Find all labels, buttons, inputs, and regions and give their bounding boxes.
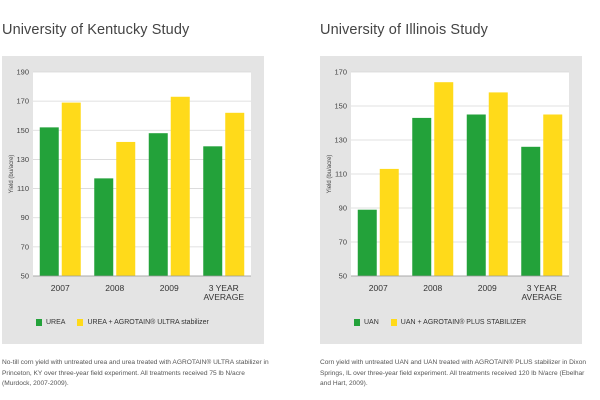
- x-tick-label: 2008: [423, 283, 442, 293]
- legend-label-uan: UAN: [364, 319, 379, 326]
- bar-untreated-0: [357, 209, 377, 276]
- bar-treated-1: [434, 82, 454, 276]
- y-tick-label: 110: [335, 170, 347, 179]
- legend-label-uan-agrotain: UAN + AGROTAIN® PLUS STABILIZER: [400, 319, 527, 326]
- legend-label-urea-agrotain: UREA + AGROTAIN® ULTRA stabilizer: [87, 319, 209, 326]
- x-tick-label: 2007: [51, 283, 70, 293]
- bar-untreated-1: [94, 178, 114, 276]
- y-tick-label: 150: [16, 126, 29, 135]
- illinois-legend: UAN UAN + AGROTAIN® PLUS STABILIZER: [354, 319, 538, 326]
- illinois-study-title: University of Illinois Study: [320, 22, 488, 38]
- bar-treated-3: [225, 112, 245, 276]
- x-tick-label: 2009: [478, 283, 497, 293]
- y-tick-label: 90: [21, 213, 29, 222]
- y-tick-label: 170: [16, 97, 29, 106]
- y-tick-label: 90: [339, 204, 347, 213]
- bar-untreated-2: [466, 114, 486, 276]
- y-tick-label: 170: [334, 68, 347, 77]
- y-tick-label: 50: [21, 272, 29, 281]
- kentucky-legend: UREA UREA + AGROTAIN® ULTRA stabilizer: [36, 319, 221, 326]
- legend-swatch-uan-agrotain: [390, 319, 397, 326]
- legend-label-urea: UREA: [46, 319, 66, 326]
- legend-swatch-urea: [36, 319, 42, 326]
- kentucky-chart-panel: 50 70 90 110 130 150 170 190 Yield (bu/acre) 2007…: [2, 56, 264, 344]
- legend-swatch-urea-agrotain: [77, 319, 84, 326]
- bar-untreated-3: [203, 146, 223, 276]
- bar-treated-2: [488, 92, 508, 277]
- y-tick-label: 130: [334, 136, 347, 145]
- y-tick-label: 110: [17, 184, 29, 193]
- y-axis-label: Yield (bu/acre): [9, 155, 15, 194]
- y-tick-label: 190: [16, 68, 29, 77]
- bar-treated-2: [170, 96, 190, 276]
- y-axis-label: Yield (bu/acre): [327, 155, 333, 194]
- illinois-chart-panel: 50 70 90 110 130 150 170 Yield (bu/acre) 2007 200…: [320, 56, 582, 344]
- bar-untreated-1: [412, 117, 432, 277]
- kentucky-caption: No-till corn yield with untreated urea a…: [2, 359, 269, 387]
- y-tick-label: 70: [339, 238, 347, 247]
- x-tick-label: 2008: [105, 283, 124, 293]
- x-tick-label: 3 YEAR: [209, 283, 239, 293]
- bar-untreated-2: [148, 133, 168, 276]
- legend-swatch-uan: [354, 319, 360, 326]
- y-tick-label: 70: [21, 242, 29, 251]
- kentucky-study-title: University of Kentucky Study: [2, 22, 190, 38]
- bar-treated-3: [543, 114, 563, 276]
- x-tick-label: AVERAGE: [204, 292, 245, 302]
- x-tick-label: 2009: [160, 283, 179, 293]
- illinois-caption: Corn yield with untreated UAN and UAN tr…: [320, 359, 587, 387]
- y-tick-label: 130: [16, 155, 29, 164]
- x-tick-label: 2007: [369, 283, 388, 293]
- bar-treated-0: [379, 168, 399, 276]
- bar-treated-0: [61, 102, 81, 276]
- bar-treated-1: [116, 141, 136, 276]
- bar-untreated-0: [39, 127, 59, 276]
- x-tick-label: AVERAGE: [522, 292, 563, 302]
- illinois-bar-chart: 50 70 90 110 130 150 170 Yield (bu/acre) 2007 200…: [327, 68, 569, 302]
- bar-untreated-3: [521, 146, 541, 276]
- x-tick-label: 3 YEAR: [527, 283, 557, 293]
- y-tick-label: 150: [334, 102, 347, 111]
- y-tick-label: 50: [339, 272, 347, 281]
- kentucky-bar-chart: 50 70 90 110 130 150 170 190 Yield (bu/acre) 2007…: [9, 68, 251, 302]
